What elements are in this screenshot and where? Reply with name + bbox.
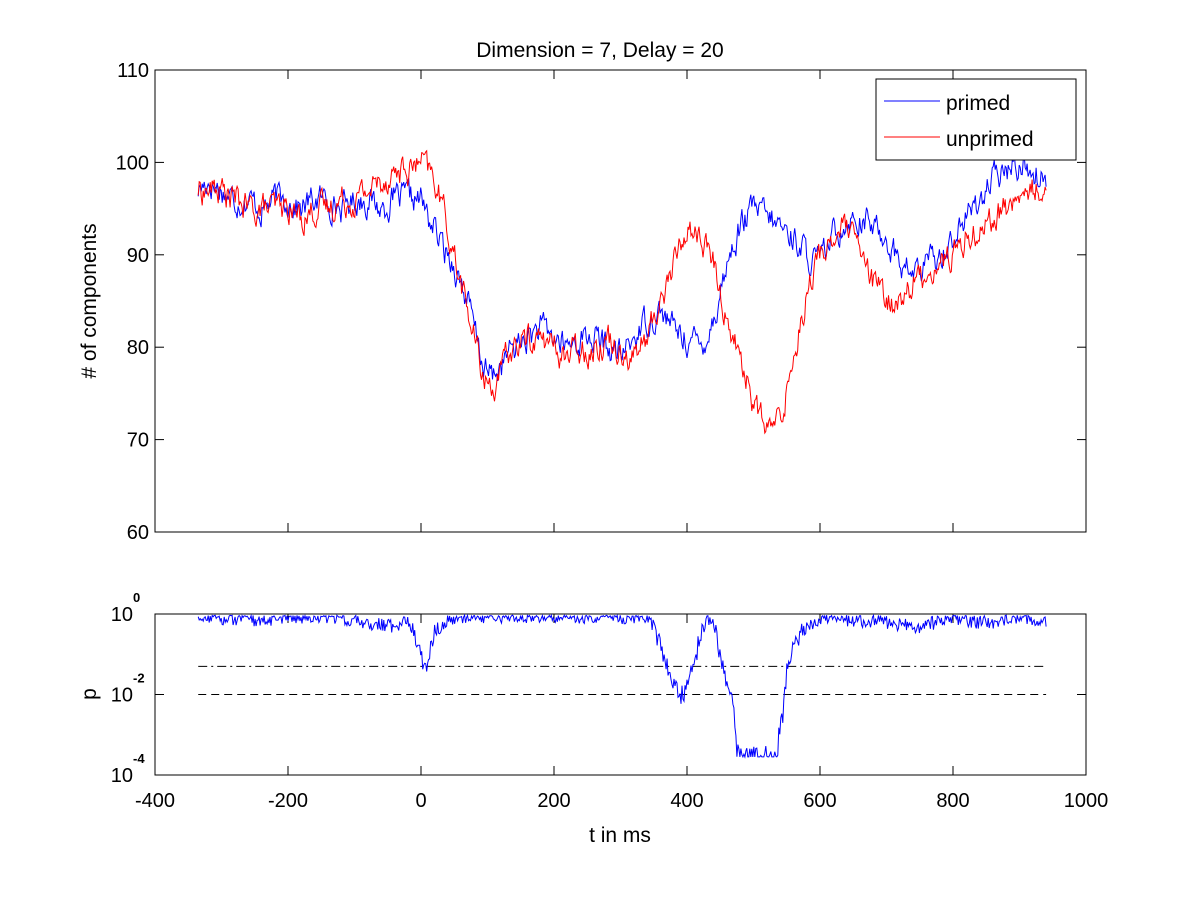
x-axis-label: t in ms <box>589 824 651 847</box>
bottom-reference-lines <box>198 665 1047 695</box>
bottom-xtick-label: -400 <box>135 790 175 812</box>
bottom-series-lines <box>197 613 1047 759</box>
legend-label-unprimed: unprimed <box>946 128 1034 151</box>
bottom-xtick-label: -200 <box>268 790 308 812</box>
series-line-unprimed <box>197 149 1047 435</box>
series-line-primed <box>197 152 1047 382</box>
bottom-xtick-label: 400 <box>670 790 703 812</box>
bottom-ytick-label-base: 10 <box>111 604 133 626</box>
y-axis-label-bottom: p <box>78 688 101 700</box>
bottom-xtick-label: 600 <box>803 790 836 812</box>
bottom-ytick-label-exponent: -2 <box>133 671 145 686</box>
top-ytick-label: 100 <box>116 152 149 174</box>
bottom-ytick-label-exponent: -4 <box>133 751 145 766</box>
top-y-ticks: 60 70 80 90 100 110 <box>116 60 1086 544</box>
bottom-xtick-label: 0 <box>415 790 426 812</box>
legend-label-primed: primed <box>946 92 1010 115</box>
bottom-ytick-label-exponent: 0 <box>133 590 140 605</box>
p-value-line <box>197 613 1047 759</box>
top-ytick-label: 110 <box>117 60 149 82</box>
bottom-xtick-label: 200 <box>537 790 570 812</box>
legend: primed unprimed <box>875 78 1077 161</box>
top-panel: Dimension = 7, Delay = 20 # of component… <box>78 39 1087 544</box>
bottom-x-ticks: -400 -200 0 200 400 600 800 1000 <box>135 614 1108 812</box>
bottom-ytick-label-base: 10 <box>111 685 133 707</box>
legend-box <box>875 78 1077 161</box>
top-x-ticks <box>154 70 1087 532</box>
bottom-xtick-label: 1000 <box>1064 790 1109 812</box>
top-ytick-label: 70 <box>127 430 149 452</box>
top-series-lines <box>197 149 1047 435</box>
top-ytick-label: 90 <box>127 245 149 267</box>
chart-title: Dimension = 7, Delay = 20 <box>476 39 723 62</box>
bottom-xtick-label: 800 <box>936 790 969 812</box>
top-ytick-label: 80 <box>127 337 149 359</box>
top-ytick-label: 60 <box>127 522 149 544</box>
y-axis-label-top: # of components <box>78 223 101 378</box>
bottom-ytick-label-base: 10 <box>111 765 133 787</box>
